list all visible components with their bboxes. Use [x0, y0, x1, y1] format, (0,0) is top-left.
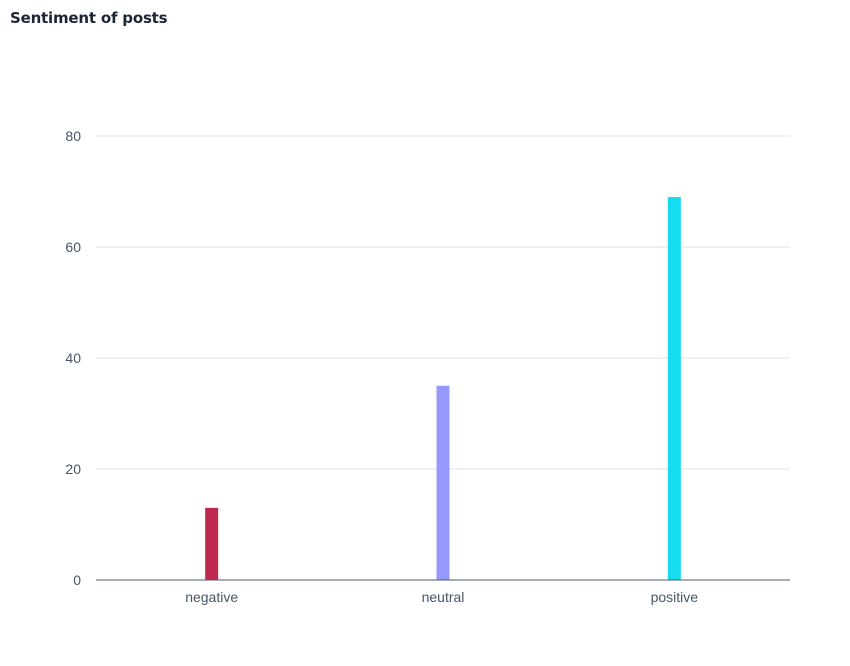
y-tick-label: 20 [65, 461, 81, 477]
x-tick-label: positive [651, 589, 699, 605]
bar-neutral[interactable] [436, 385, 450, 580]
x-tick-label: negative [185, 589, 238, 605]
bars [205, 197, 681, 581]
y-tick-label: 80 [65, 128, 81, 144]
x-axis-ticks: negative neutral positive [185, 589, 698, 605]
y-tick-label: 60 [65, 239, 81, 255]
y-tick-label: 40 [65, 350, 81, 366]
y-tick-label: 0 [73, 572, 81, 588]
y-axis-ticks: 0 20 40 60 80 [65, 128, 81, 588]
bar-positive[interactable] [667, 197, 681, 581]
chart-title: Sentiment of posts [10, 9, 168, 27]
bar-negative[interactable] [205, 507, 219, 580]
x-tick-label: neutral [422, 589, 465, 605]
